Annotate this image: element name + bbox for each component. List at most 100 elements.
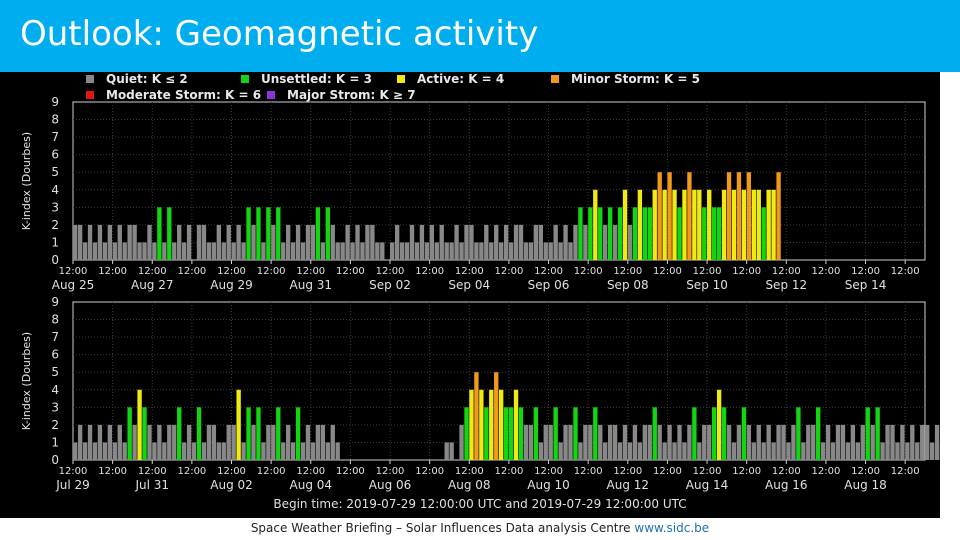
footer: Space Weather Briefing – Solar Influence…	[0, 521, 960, 535]
x-tick-label: 12:00	[296, 466, 325, 477]
k-bar	[107, 224, 113, 260]
k-bar	[598, 424, 603, 460]
plot-frame	[72, 101, 926, 261]
x-tick-label: 12:00	[98, 266, 127, 277]
k-bar	[707, 424, 712, 460]
k-bar	[766, 424, 771, 460]
k-bar	[751, 189, 756, 260]
k-bar	[226, 224, 231, 260]
k-bar	[167, 207, 172, 260]
x-tick-label: 12:00	[59, 266, 88, 277]
k-bar	[196, 407, 202, 460]
k-bar	[721, 407, 727, 460]
k-bar	[647, 424, 652, 460]
k-bar	[73, 442, 78, 460]
k-bar	[310, 224, 316, 260]
y-tick-label: 4	[51, 183, 59, 197]
k-bar	[657, 424, 662, 460]
k-bar	[360, 242, 365, 260]
x-date-label: Aug 29	[210, 278, 253, 292]
k-bar	[256, 207, 261, 260]
k-bar	[132, 424, 137, 460]
k-bar	[434, 242, 439, 260]
k-bar	[632, 207, 638, 260]
x-tick-label: 12:00	[98, 466, 127, 477]
x-tick-label: 12:00	[851, 466, 880, 477]
k-bar	[494, 224, 499, 260]
x-date-label: Sep 02	[369, 278, 411, 292]
k-bar	[469, 224, 474, 260]
k-bar	[305, 224, 311, 260]
k-bar	[246, 207, 251, 260]
k-bar	[281, 242, 286, 260]
k-bar	[177, 224, 182, 260]
k-bar	[414, 242, 420, 260]
k-bar	[320, 242, 326, 260]
x-tick-label: 12:00	[534, 466, 563, 477]
k-bar	[261, 242, 266, 260]
k-bar	[667, 172, 672, 260]
k-bar	[152, 442, 157, 460]
x-tick-label: 12:00	[613, 266, 642, 277]
k-bar	[568, 242, 573, 260]
x-date-label: Aug 04	[290, 478, 333, 492]
x-date-label: Aug 06	[369, 478, 412, 492]
k-bar	[796, 407, 801, 460]
k-bar	[325, 207, 330, 260]
k-bar	[746, 172, 752, 260]
k-bar	[439, 224, 444, 260]
legend-swatch-2	[397, 75, 405, 83]
k-bar	[330, 424, 335, 460]
k-bar	[702, 207, 707, 260]
k-bar	[558, 242, 563, 260]
x-tick-label: 12:00	[732, 266, 761, 277]
k-bar	[503, 224, 509, 260]
legend-swatch-3	[551, 75, 559, 83]
legend-label-2: Active: K = 4	[417, 72, 504, 86]
k-bar	[642, 207, 647, 260]
k-bar	[662, 189, 667, 260]
x-tick-label: 12:00	[177, 466, 206, 477]
k-bar	[533, 407, 539, 460]
chart-panel-1: 12:00 12:00 12:00 12:00 12:00 12:00 12:00 12:00…	[20, 95, 926, 292]
k-bar	[261, 442, 266, 460]
k-bar	[518, 224, 524, 260]
k-bar	[607, 207, 613, 260]
k-bar	[677, 207, 682, 260]
x-date-label: Sep 06	[528, 278, 570, 292]
k-bar	[538, 442, 543, 460]
k-bar	[622, 424, 628, 460]
k-bar	[543, 424, 548, 460]
k-bar	[573, 407, 578, 460]
k-bar	[761, 442, 766, 460]
k-bar	[102, 442, 108, 460]
page-title: Outlook: Geomagnetic activity	[20, 14, 539, 54]
k-bar	[157, 207, 162, 260]
y-tick-label: 3	[51, 400, 59, 414]
k-bar	[77, 424, 83, 460]
k-bar	[102, 242, 108, 260]
k-bar	[746, 424, 752, 460]
k-bar	[687, 172, 692, 260]
legend-label-4: Moderate Storm: K = 6	[106, 88, 261, 102]
x-tick-label: 12:00	[574, 466, 603, 477]
k-bar	[191, 442, 197, 460]
k-bar	[286, 224, 291, 260]
k-bar	[142, 242, 147, 260]
x-tick-label: 12:00	[772, 266, 801, 277]
k-bar	[87, 424, 93, 460]
x-tick-label: 12:00	[415, 266, 444, 277]
y-tick-label: 5	[51, 165, 59, 179]
y-tick-label: 9	[51, 95, 59, 109]
footer-link[interactable]: www.sidc.be	[634, 521, 710, 535]
k-bar	[736, 424, 742, 460]
x-tick-label: 12:00	[376, 466, 405, 477]
k-bar	[290, 442, 296, 460]
x-tick-label: 12:00	[138, 466, 167, 477]
k-bar	[672, 442, 677, 460]
y-tick-label: 8	[51, 113, 59, 127]
k-bar	[736, 172, 742, 260]
k-bar	[607, 424, 613, 460]
title-bar: Outlook: Geomagnetic activity	[0, 0, 960, 72]
k-bar	[915, 442, 920, 460]
